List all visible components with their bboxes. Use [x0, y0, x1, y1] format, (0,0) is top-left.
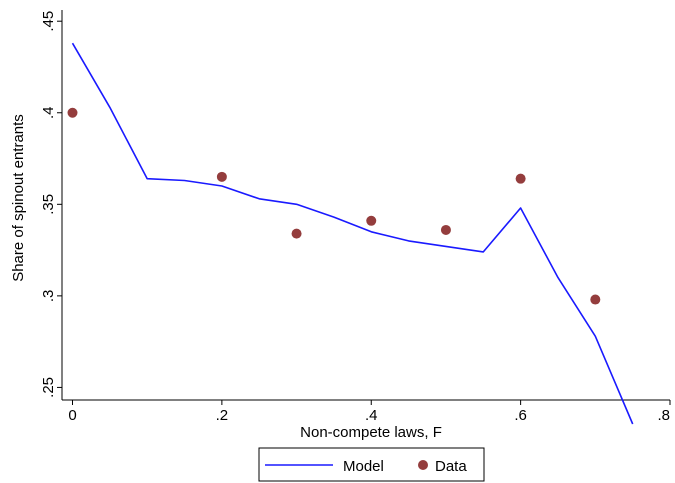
y-tick-label: .25: [40, 377, 57, 398]
y-axis-title: Share of spinout entrants: [10, 114, 27, 282]
data-point: [590, 294, 601, 305]
series-layer: [67, 42, 634, 425]
data-point: [440, 224, 451, 235]
y-axis: .25 .3 .35 .4 .45: [40, 10, 63, 400]
x-tick-label: .4: [365, 407, 378, 424]
y-tick-label: .3: [40, 290, 57, 303]
x-tick-label: .8: [657, 407, 670, 424]
y-tick-label: .4: [40, 106, 57, 119]
x-tick-label: .2: [216, 407, 229, 424]
x-tick-label: 0: [68, 407, 76, 424]
data-point: [366, 215, 377, 226]
y-tick-label: .35: [40, 194, 57, 215]
data-point: [515, 173, 526, 184]
data-point: [216, 171, 227, 182]
data-point: [67, 107, 78, 118]
data-point: [291, 228, 302, 239]
legend: Model Data: [258, 447, 485, 482]
x-axis-title: Non-compete laws, F: [300, 424, 442, 441]
legend-label-model: Model: [343, 458, 384, 475]
y-tick-label: .45: [40, 11, 57, 32]
plot-background: [62, 10, 670, 400]
plot-area: [62, 10, 670, 400]
x-tick-label: .6: [514, 407, 527, 424]
legend-label-data: Data: [435, 458, 467, 475]
x-axis: 0 .2 .4 .6 .8: [62, 399, 671, 424]
series-model-line: [71, 42, 634, 425]
legend-swatch-data: [418, 460, 428, 470]
